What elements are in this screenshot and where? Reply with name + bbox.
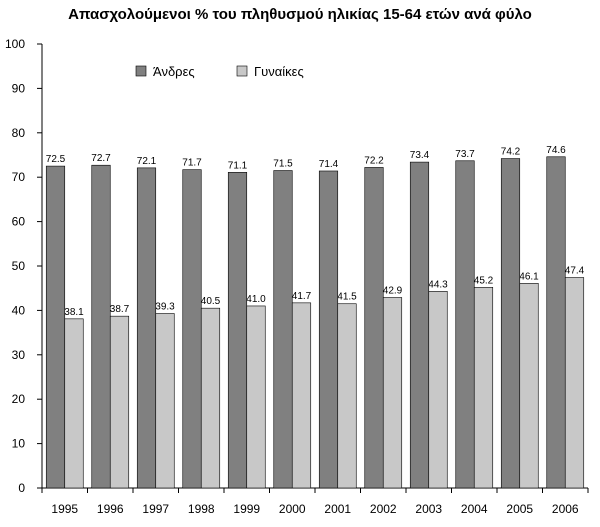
x-tick-label: 1995 [51, 502, 78, 516]
data-label-women: 39.3 [155, 302, 175, 313]
x-tick-label: 2006 [552, 502, 579, 516]
y-tick-label: 30 [12, 348, 26, 362]
bar-men [45, 165, 66, 489]
x-tick-label: 1999 [233, 502, 260, 516]
bar-men [318, 170, 339, 489]
chart-title: Απασχολούμενοι % του πληθυσμού ηλικίας 1… [68, 6, 532, 23]
bar-men [500, 158, 521, 489]
y-tick-label: 10 [12, 437, 26, 451]
data-label-men: 74.6 [546, 145, 566, 156]
bar-women [200, 307, 221, 489]
data-label-men: 71.4 [319, 159, 339, 170]
y-tick-label: 90 [12, 81, 26, 95]
y-tick-label: 100 [5, 37, 25, 51]
x-tick-label: 2004 [461, 502, 488, 516]
bar-women [519, 283, 539, 489]
bar-men [364, 167, 384, 489]
data-label-men: 72.7 [91, 153, 111, 164]
x-tick-label: 2001 [324, 502, 351, 516]
data-label-women: 42.9 [383, 286, 403, 297]
data-label-women: 38.1 [64, 307, 84, 318]
data-label-women: 41.0 [246, 294, 266, 305]
y-tick-label: 20 [12, 392, 26, 406]
bar-women [428, 291, 448, 489]
bar-women [109, 315, 130, 489]
x-tick-label: 2000 [279, 502, 306, 516]
y-tick-label: 0 [18, 481, 25, 495]
bar-women [246, 305, 266, 489]
data-label-men: 71.1 [228, 160, 248, 171]
data-label-men: 71.7 [182, 158, 202, 169]
y-tick-label: 40 [12, 303, 26, 317]
y-tick-label: 50 [12, 259, 26, 273]
data-label-men: 74.2 [501, 147, 521, 158]
data-label-men: 73.7 [455, 149, 475, 160]
bar-women [155, 313, 175, 489]
data-label-men: 72.1 [137, 156, 157, 167]
bar-men [273, 170, 293, 489]
data-label-women: 45.2 [474, 275, 494, 286]
bar-men [409, 161, 430, 489]
bar-women [291, 302, 312, 489]
bar-women [337, 303, 357, 489]
bar-women [382, 297, 403, 489]
x-tick-label: 2002 [370, 502, 397, 516]
y-tick-label: 70 [12, 170, 26, 184]
data-label-men: 72.5 [46, 154, 66, 165]
bar-women [473, 287, 494, 489]
data-label-women: 41.5 [337, 292, 357, 303]
y-tick-label: 60 [12, 215, 26, 229]
bar-women [564, 277, 585, 489]
bar-men [182, 169, 202, 489]
data-label-women: 44.3 [428, 279, 448, 290]
bar-men [227, 172, 248, 489]
legend-label-women: Γυναίκες [254, 64, 304, 79]
y-axis: 0 10 20 30 40 50 60 70 80 90 100 [5, 37, 43, 495]
bar-men [91, 164, 111, 489]
legend-swatch-women [236, 65, 248, 77]
data-label-men: 71.5 [273, 159, 293, 170]
data-label-men: 72.2 [364, 155, 384, 166]
legend-swatch-men [135, 65, 147, 77]
data-labels-group: 72.5 72.7 72.1 71.7 71.1 71.5 71.4 72.2 73.4 73.7… [46, 145, 585, 318]
x-axis: 1995 1996 1997 1998 1999 2000 2001 2002 2003 2004… [41, 487, 589, 516]
data-label-men: 73.4 [410, 150, 430, 161]
bar-men [546, 156, 566, 489]
data-label-women: 46.1 [519, 271, 539, 282]
x-tick-label: 2005 [506, 502, 533, 516]
legend: Άνδρες Γυναίκες [135, 64, 304, 79]
data-label-women: 40.5 [201, 296, 221, 307]
legend-label-men: Άνδρες [153, 64, 195, 79]
x-tick-label: 2003 [415, 502, 442, 516]
x-tick-label: 1997 [142, 502, 169, 516]
y-tick-label: 80 [12, 126, 26, 140]
bars-group [45, 156, 585, 489]
x-tick-label: 1998 [188, 502, 215, 516]
bar-men [455, 160, 475, 489]
data-label-women: 41.7 [292, 291, 312, 302]
x-tick-label: 1996 [97, 502, 124, 516]
data-label-women: 47.4 [565, 266, 585, 277]
bar-men [136, 167, 157, 489]
data-label-women: 38.7 [110, 304, 130, 315]
bar-women [64, 318, 84, 489]
